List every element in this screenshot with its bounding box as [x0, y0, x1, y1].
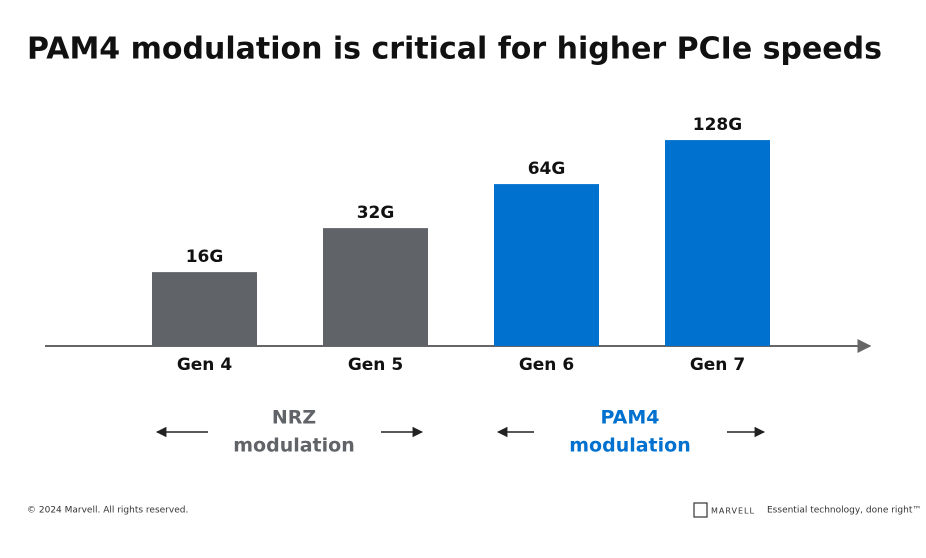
logo-icon [693, 502, 708, 518]
brand: MARVELL [711, 507, 755, 516]
bar [152, 272, 257, 346]
value-label: 64G [528, 159, 566, 179]
bar [494, 184, 599, 346]
tagline: Essential technology, done right™ [767, 506, 921, 516]
x-tick-label: Gen 5 [348, 355, 403, 375]
bar [665, 140, 770, 346]
annotation: NRZ [272, 407, 316, 429]
x-tick-label: Gen 4 [177, 355, 233, 375]
annotation: PAM4 [600, 407, 659, 429]
x-tick-label: Gen 7 [690, 355, 745, 375]
annotation: modulation [569, 435, 691, 457]
copyright: © 2024 Marvell. All rights reserved. [27, 506, 188, 516]
value-label: 32G [357, 203, 395, 223]
value-label: 16G [186, 247, 224, 267]
value-label: 128G [693, 115, 742, 135]
annotation: modulation [233, 435, 355, 457]
x-tick-label: Gen 6 [519, 355, 574, 375]
chart-title: PAM4 modulation is critical for higher P… [27, 32, 882, 67]
bar [323, 228, 428, 346]
